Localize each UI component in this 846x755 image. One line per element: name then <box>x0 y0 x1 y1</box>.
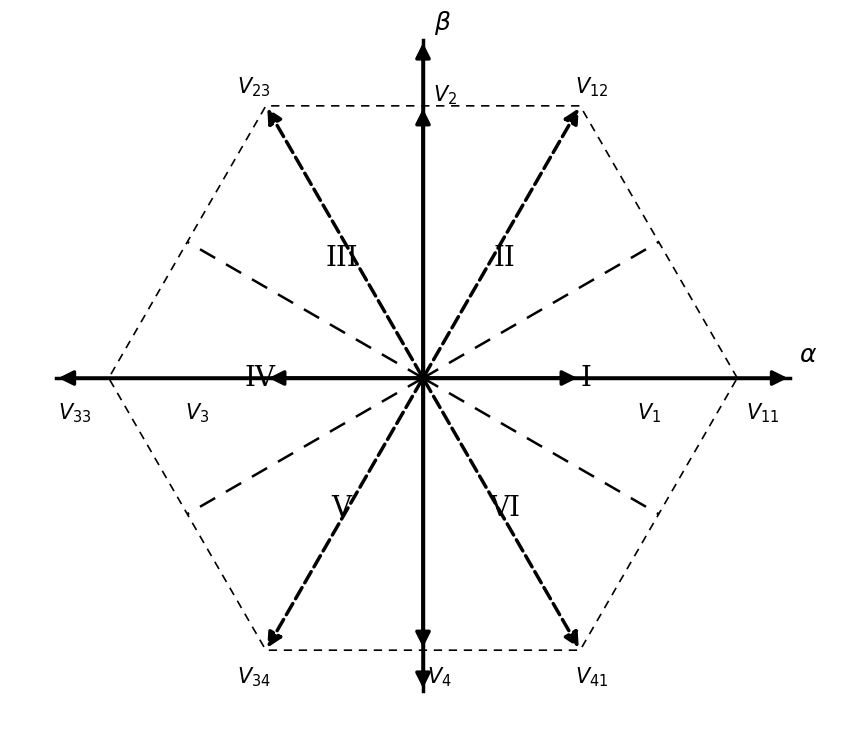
Text: IV: IV <box>244 365 275 392</box>
Text: II: II <box>494 245 515 272</box>
Text: $V_{12}$: $V_{12}$ <box>575 75 608 99</box>
Text: V: V <box>332 495 351 522</box>
Text: $V_{3}$: $V_{3}$ <box>185 402 209 425</box>
Text: I: I <box>581 365 591 392</box>
Text: $V_{41}$: $V_{41}$ <box>575 666 608 689</box>
Text: $V_{34}$: $V_{34}$ <box>237 666 272 689</box>
Text: VI: VI <box>489 495 520 522</box>
Text: $V_{11}$: $V_{11}$ <box>746 402 780 425</box>
Text: $V_{23}$: $V_{23}$ <box>238 75 271 99</box>
Text: $\beta$: $\beta$ <box>434 9 451 37</box>
Text: $V_{1}$: $V_{1}$ <box>637 402 661 425</box>
Text: $V_{4}$: $V_{4}$ <box>427 666 452 689</box>
Text: $V_{33}$: $V_{33}$ <box>58 402 91 425</box>
Text: III: III <box>325 245 358 272</box>
Text: $V_{2}$: $V_{2}$ <box>432 83 457 106</box>
Text: $\alpha$: $\alpha$ <box>799 344 816 367</box>
